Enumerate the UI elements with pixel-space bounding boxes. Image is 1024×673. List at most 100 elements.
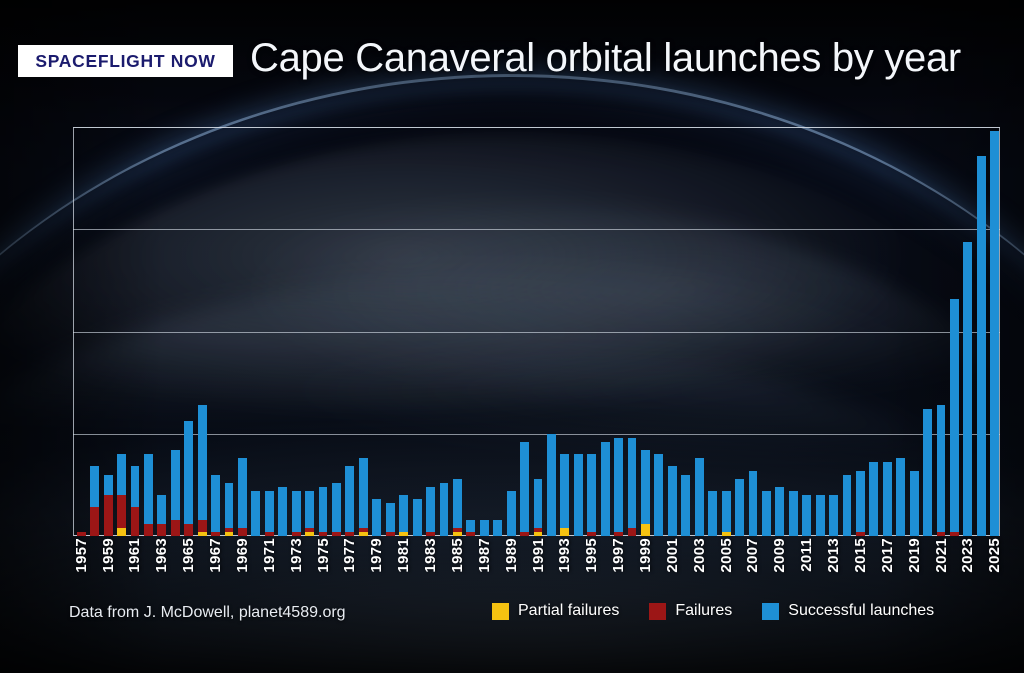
bar-segment <box>547 433 556 536</box>
gridline-25 <box>73 433 1000 435</box>
bar-segment <box>493 519 503 536</box>
bar-segment <box>533 531 543 536</box>
bar-segment <box>829 495 838 536</box>
bar-segment <box>641 523 650 536</box>
bar-segment <box>224 531 234 536</box>
bar-column <box>654 454 664 536</box>
logo-text: SPACEFLIGHT NOW <box>35 50 216 71</box>
x-tick-label-1963: 1963 <box>153 538 171 573</box>
bar-segment <box>143 454 153 524</box>
bar-segment <box>184 421 194 524</box>
x-tick-label-2025: 2025 <box>986 538 1004 573</box>
bar-column <box>856 470 865 536</box>
bar-segment <box>358 531 368 536</box>
bar-segment <box>560 527 570 536</box>
bar-column <box>573 454 583 536</box>
bar-column <box>667 466 677 536</box>
bar-segment <box>614 437 624 532</box>
x-tick-label-1957: 1957 <box>72 538 90 573</box>
bar-column <box>103 474 113 536</box>
bar-segment <box>614 531 624 536</box>
bar-column <box>466 519 476 536</box>
bar-segment <box>587 531 597 536</box>
chart-header: SPACEFLIGHT NOW Cape Canaveral orbital l… <box>0 0 1024 96</box>
bar-segment <box>426 531 435 536</box>
x-tick-label-2021: 2021 <box>932 538 950 573</box>
bar-column <box>547 433 556 536</box>
bar-column <box>224 482 234 536</box>
bar-segment <box>117 527 126 536</box>
bar-column <box>412 499 422 536</box>
bar-segment <box>291 531 301 536</box>
spaceflight-now-logo: SPACEFLIGHT NOW <box>18 45 233 77</box>
bar-segment <box>869 462 879 536</box>
bar-segment <box>520 531 529 536</box>
bar-segment <box>305 531 315 536</box>
bar-column <box>976 155 986 536</box>
x-tick-label-1959: 1959 <box>99 538 117 573</box>
bar-segment <box>211 531 220 536</box>
bar-segment <box>305 491 315 528</box>
x-tick-label-1993: 1993 <box>556 538 574 573</box>
bar-segment <box>224 482 234 528</box>
bar-segment <box>264 491 274 532</box>
bar-column <box>950 298 959 536</box>
bar-segment <box>788 491 798 536</box>
bar-column <box>426 486 435 536</box>
bar-segment <box>533 478 543 528</box>
chart-legend: Partial failures Failures Successful lau… <box>492 602 934 620</box>
bar-segment <box>385 503 395 532</box>
bar-column <box>829 495 838 536</box>
bar-segment <box>90 466 100 508</box>
bar-column <box>627 437 637 536</box>
x-tick-label-1979: 1979 <box>368 538 386 573</box>
bar-segment <box>117 454 126 496</box>
bar-segment <box>90 507 100 536</box>
bar-column <box>305 491 315 536</box>
bar-column <box>842 474 852 536</box>
bar-segment <box>332 482 341 532</box>
legend-item-successful-launches: Successful launches <box>762 602 934 620</box>
bar-column <box>76 531 86 536</box>
bar-segment <box>923 409 933 536</box>
bar-segment <box>506 491 516 536</box>
legend-label-partial-failures: Partial failures <box>518 602 620 619</box>
bar-column <box>439 482 449 536</box>
bar-segment <box>170 519 180 536</box>
bar-column <box>332 482 341 536</box>
legend-swatch-successful-launches <box>762 602 780 620</box>
bar-segment <box>439 482 449 536</box>
bar-segment <box>399 531 409 536</box>
x-tick-label-2003: 2003 <box>690 538 708 573</box>
legend-item-failures: Failures <box>649 602 732 620</box>
bar-column <box>600 441 610 536</box>
bar-segment <box>452 478 462 528</box>
x-tick-label-2011: 2011 <box>798 538 816 572</box>
bar-segment <box>318 486 328 532</box>
bar-segment <box>291 491 301 532</box>
bar-segment <box>103 495 113 536</box>
bar-segment <box>587 454 597 532</box>
bar-segment <box>157 523 167 536</box>
bar-segment <box>345 466 355 532</box>
bar-column <box>681 474 691 536</box>
x-tick-label-1975: 1975 <box>314 538 332 573</box>
bar-segment <box>130 507 140 536</box>
bar-column <box>882 462 892 536</box>
bar-segment <box>197 519 207 532</box>
x-tick-label-2013: 2013 <box>825 538 843 573</box>
gridline-75 <box>73 229 1000 231</box>
bar-segment <box>345 531 355 536</box>
bar-column <box>815 495 825 536</box>
bar-segment <box>694 458 704 536</box>
x-tick-label-1983: 1983 <box>422 538 440 573</box>
bar-segment <box>157 495 167 524</box>
bar-segment <box>412 499 422 536</box>
bar-segment <box>251 491 261 536</box>
bar-column <box>157 495 167 536</box>
bar-segment <box>479 519 489 536</box>
bar-segment <box>358 458 368 528</box>
bar-column <box>788 491 798 536</box>
bar-segment <box>667 466 677 536</box>
bar-column <box>372 499 382 536</box>
